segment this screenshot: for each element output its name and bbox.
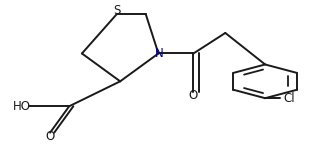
Text: O: O <box>45 130 55 143</box>
Text: Cl: Cl <box>284 92 295 105</box>
Text: N: N <box>155 47 164 60</box>
Text: HO: HO <box>13 100 31 113</box>
Text: S: S <box>113 4 121 17</box>
Text: O: O <box>189 89 198 102</box>
